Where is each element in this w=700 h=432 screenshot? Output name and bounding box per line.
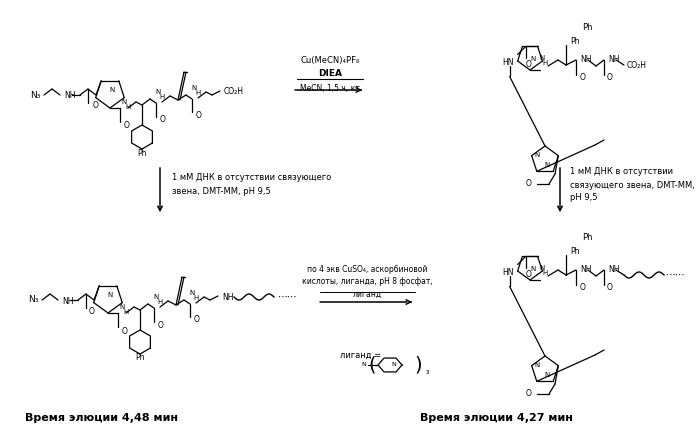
Text: N: N — [189, 290, 195, 296]
Text: pH 9,5: pH 9,5 — [570, 194, 598, 203]
Text: N: N — [391, 362, 396, 366]
Text: O: O — [194, 315, 200, 324]
Text: N: N — [121, 99, 126, 105]
Text: Ph: Ph — [135, 353, 145, 362]
Text: N: N — [155, 89, 160, 95]
Text: O: O — [526, 60, 531, 69]
Text: NH: NH — [580, 55, 592, 64]
Text: N: N — [534, 152, 540, 158]
Text: N: N — [540, 55, 545, 61]
Text: N₃: N₃ — [28, 295, 38, 305]
Text: O: O — [580, 283, 586, 292]
Text: N: N — [361, 362, 366, 368]
Text: O: O — [160, 115, 166, 124]
Text: H: H — [157, 299, 162, 305]
Text: O: O — [525, 180, 531, 188]
Text: H: H — [159, 94, 164, 100]
Text: NH: NH — [62, 296, 74, 305]
Text: звена, DMT-MM, pH 9,5: звена, DMT-MM, pH 9,5 — [172, 187, 271, 197]
Text: (: ( — [368, 356, 376, 375]
Text: Ph: Ph — [137, 149, 147, 158]
Text: Время элюции 4,27 мин: Время элюции 4,27 мин — [420, 413, 573, 423]
Text: CO₂H: CO₂H — [627, 61, 647, 70]
Text: O: O — [158, 321, 164, 330]
Text: N: N — [531, 266, 536, 272]
Text: O: O — [580, 73, 586, 83]
Text: N₃: N₃ — [30, 90, 41, 99]
Text: N: N — [540, 265, 545, 271]
Text: NH: NH — [222, 292, 234, 302]
Text: по 4 экв CuSO₄, аскорбиновой: по 4 экв CuSO₄, аскорбиновой — [307, 266, 428, 274]
Text: Cu(MeCN)₄PF₆: Cu(MeCN)₄PF₆ — [300, 55, 360, 64]
Text: ⋯⋯: ⋯⋯ — [666, 270, 685, 280]
Text: N: N — [153, 294, 158, 300]
Text: CO₂H: CO₂H — [224, 88, 244, 96]
Text: Ph: Ph — [570, 248, 580, 257]
Text: ): ) — [414, 356, 422, 375]
Text: O: O — [124, 121, 130, 130]
Text: O: O — [122, 327, 128, 336]
Text: MeCN, 1,5 ч, кт: MeCN, 1,5 ч, кт — [300, 83, 360, 92]
Text: кислоты, лиганда, pH 8 фосфат,: кислоты, лиганда, pH 8 фосфат, — [302, 277, 433, 286]
Text: O: O — [89, 308, 95, 317]
Text: ⋯⋯: ⋯⋯ — [278, 292, 298, 302]
Text: связующего звена, DMT-MM,: связующего звена, DMT-MM, — [570, 181, 695, 190]
Text: Время элюции 4,48 мин: Время элюции 4,48 мин — [25, 413, 178, 423]
Text: N: N — [107, 292, 113, 298]
Text: Ph: Ph — [570, 38, 580, 47]
Text: DIEA: DIEA — [318, 70, 342, 79]
Text: NH: NH — [580, 266, 592, 274]
Text: NH: NH — [608, 55, 620, 64]
Text: N: N — [119, 304, 125, 310]
Text: NH: NH — [608, 266, 620, 274]
Text: H: H — [123, 309, 128, 315]
Text: O: O — [607, 73, 613, 83]
Text: O: O — [196, 111, 202, 120]
Text: лиганд: лиганд — [353, 289, 382, 299]
Text: H: H — [193, 295, 198, 301]
Text: N: N — [531, 56, 536, 62]
Text: H: H — [125, 104, 130, 110]
Text: N: N — [545, 162, 550, 168]
Text: 1 мМ ДНК в отсутствии связующего: 1 мМ ДНК в отсутствии связующего — [172, 174, 331, 182]
Text: O: O — [526, 270, 531, 279]
Text: O: O — [93, 101, 99, 109]
Text: N: N — [191, 85, 196, 91]
Text: Ph: Ph — [582, 22, 592, 32]
Text: N: N — [534, 362, 540, 368]
Text: N: N — [109, 87, 115, 93]
Text: NH: NH — [64, 92, 76, 101]
Text: H: H — [542, 270, 547, 276]
Text: Ph: Ph — [582, 232, 592, 241]
Text: ₃: ₃ — [426, 366, 429, 375]
Text: 1 мМ ДНК в отсутствии: 1 мМ ДНК в отсутствии — [570, 168, 673, 177]
Text: N: N — [545, 372, 550, 378]
Text: HN: HN — [502, 58, 513, 67]
Text: H: H — [195, 90, 200, 96]
Text: O: O — [525, 390, 531, 398]
Text: лиганд =: лиганд = — [340, 350, 381, 359]
Text: H: H — [542, 60, 547, 66]
Text: HN: HN — [502, 268, 513, 277]
Text: O: O — [607, 283, 613, 292]
